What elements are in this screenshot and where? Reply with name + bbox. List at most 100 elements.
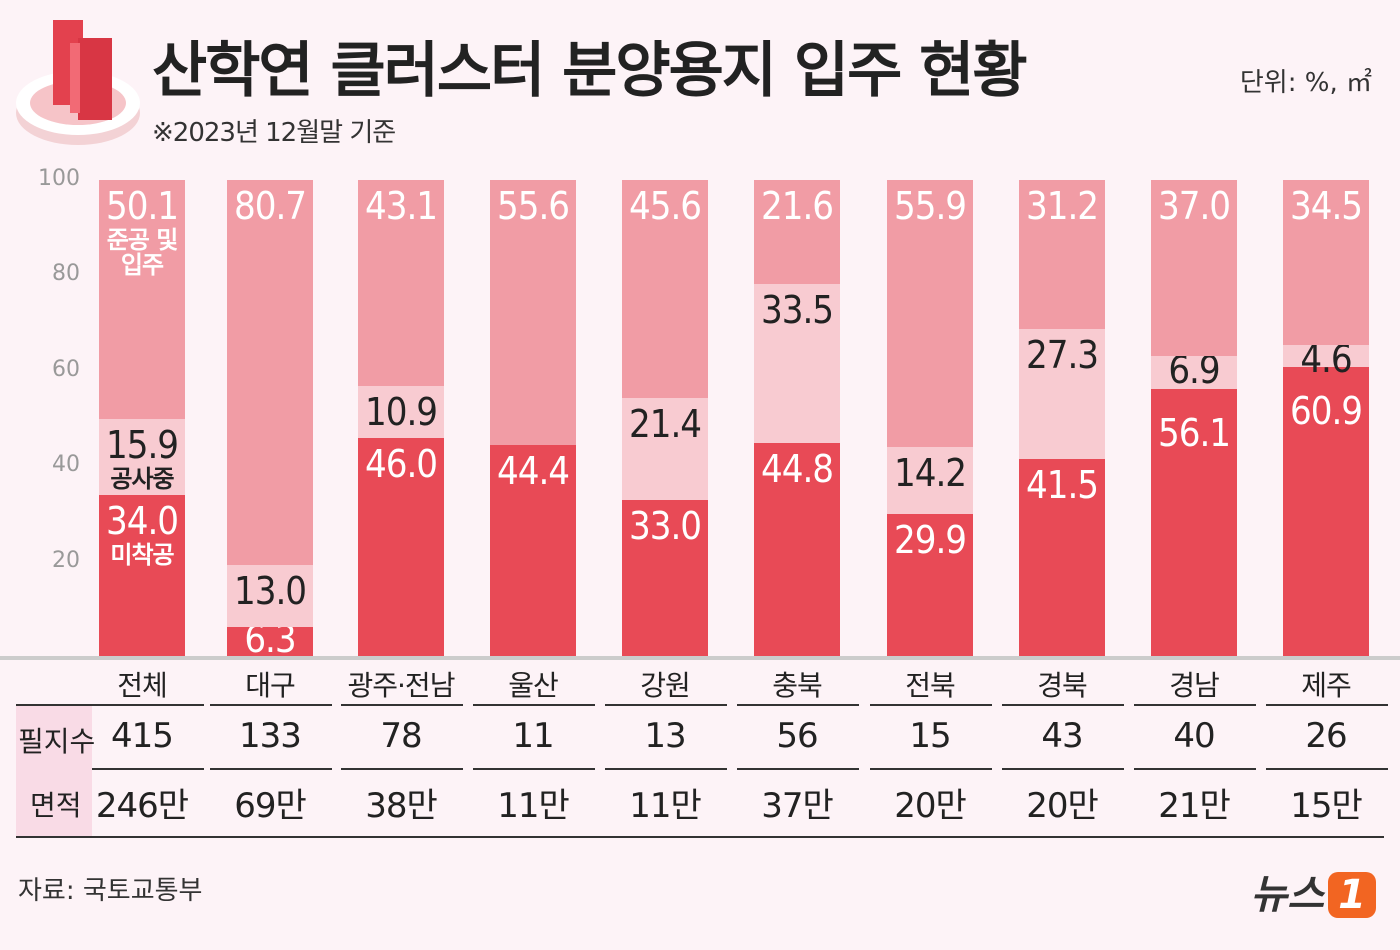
data-label: 41.5 xyxy=(1025,463,1099,508)
parcel-count: 15 xyxy=(909,716,951,756)
row-divider xyxy=(605,704,727,706)
category-label: 경북 xyxy=(1037,669,1088,702)
bar-segment xyxy=(358,180,444,386)
y-tick-label: 80 xyxy=(52,261,80,287)
data-label: 80.7 xyxy=(233,184,307,228)
parcel-count: 13 xyxy=(644,716,686,756)
row-divider xyxy=(341,704,463,706)
row-divider xyxy=(1266,704,1388,706)
area-value: 38만 xyxy=(365,786,438,826)
area-value: 11만 xyxy=(629,786,702,826)
bar-segment xyxy=(1151,180,1237,357)
row-divider xyxy=(737,704,859,706)
parcel-count: 43 xyxy=(1041,716,1083,756)
data-label: 56.1 xyxy=(1157,411,1231,456)
bar-segment xyxy=(99,418,185,495)
parcel-count: 133 xyxy=(239,716,302,756)
bar-segment xyxy=(1019,328,1105,460)
bar-segment xyxy=(1151,389,1237,657)
bar-segment xyxy=(1019,180,1105,329)
data-label: 15.9 xyxy=(105,422,179,467)
row-divider xyxy=(210,704,332,706)
table-bottom-line xyxy=(16,836,1384,838)
data-label: 46.0 xyxy=(364,441,438,486)
category-label: 대구 xyxy=(245,669,296,702)
bar-segment xyxy=(887,446,973,515)
category-label: 울산 xyxy=(508,669,559,702)
area-value: 246만 xyxy=(95,786,189,826)
data-label: 6.9 xyxy=(1168,348,1220,393)
row-divider xyxy=(341,768,463,770)
area-value: 69만 xyxy=(234,786,307,826)
row-divider xyxy=(605,768,727,770)
area-value: 20만 xyxy=(1026,786,1099,826)
data-label: 10.9 xyxy=(364,389,438,434)
data-label: 50.1 xyxy=(105,184,179,228)
area-value: 15만 xyxy=(1290,786,1363,826)
bar-segment xyxy=(622,499,708,657)
row-divider xyxy=(16,768,204,770)
area-value: 20만 xyxy=(894,786,967,826)
row-divider xyxy=(870,768,992,770)
bar-segment xyxy=(358,437,444,657)
category-label: 전북 xyxy=(905,669,956,702)
category-label: 제주 xyxy=(1301,669,1352,702)
chart-title: 산학연 클러스터 분양용지 입주 현황 xyxy=(152,36,1028,106)
row-divider xyxy=(210,768,332,770)
parcel-count: 415 xyxy=(111,716,174,756)
series-label: 미착공 xyxy=(110,540,174,569)
bar-segment xyxy=(227,626,313,657)
row-divider xyxy=(1134,704,1256,706)
bar-segment xyxy=(358,385,444,438)
row-label-parcels: 필지수 xyxy=(18,725,96,758)
parcel-count: 26 xyxy=(1305,716,1347,756)
bar-segment xyxy=(1283,180,1369,345)
bar-segment xyxy=(1283,366,1369,657)
bar-segment xyxy=(622,397,708,500)
row-divider xyxy=(473,768,595,770)
y-tick-label: 20 xyxy=(52,547,80,573)
parcel-count: 56 xyxy=(776,716,818,756)
area-value: 37만 xyxy=(761,786,834,826)
y-tick-label: 40 xyxy=(52,452,80,478)
row-divider xyxy=(1134,768,1256,770)
category-label: 광주·전남 xyxy=(347,669,456,702)
bar-segment xyxy=(754,180,840,284)
y-tick-label: 100 xyxy=(38,166,80,191)
series-label: 준공 및 입주 xyxy=(106,226,179,279)
row-divider xyxy=(16,704,204,706)
row-divider xyxy=(1002,704,1124,706)
area-value: 21만 xyxy=(1158,786,1231,826)
data-label: 4.6 xyxy=(1300,336,1352,381)
data-label: 13.0 xyxy=(233,568,307,613)
bar-segment xyxy=(754,283,840,444)
row-divider xyxy=(1266,768,1388,770)
bar-segment xyxy=(1019,459,1105,657)
parcel-count: 11 xyxy=(512,716,554,756)
data-label: 33.5 xyxy=(760,287,834,332)
source-note: 자료: 국토교통부 xyxy=(18,876,203,906)
data-label: 37.0 xyxy=(1157,184,1231,228)
series-label: 공사중 xyxy=(110,464,174,493)
data-label: 34.5 xyxy=(1289,184,1363,228)
bar-segment xyxy=(99,180,185,419)
bar-segment xyxy=(622,180,708,398)
row-divider xyxy=(473,704,595,706)
bar-segment xyxy=(1283,344,1369,367)
bar-segment xyxy=(754,443,840,657)
baseline xyxy=(0,656,1400,660)
data-label: 27.3 xyxy=(1025,332,1099,377)
parcel-count: 40 xyxy=(1173,716,1215,756)
row-label-area: 면적 xyxy=(30,789,82,822)
data-label: 31.2 xyxy=(1025,184,1099,228)
data-label: 43.1 xyxy=(364,184,438,228)
data-label: 45.6 xyxy=(628,184,702,228)
bar-segment xyxy=(99,494,185,657)
bar-segment xyxy=(490,445,576,657)
bar-segment xyxy=(887,180,973,447)
data-label: 21.6 xyxy=(760,184,834,228)
data-label: 33.0 xyxy=(628,503,702,548)
parcel-count: 78 xyxy=(380,716,422,756)
industrial-cluster-logo-icon xyxy=(16,20,140,145)
data-label: 60.9 xyxy=(1289,388,1363,433)
